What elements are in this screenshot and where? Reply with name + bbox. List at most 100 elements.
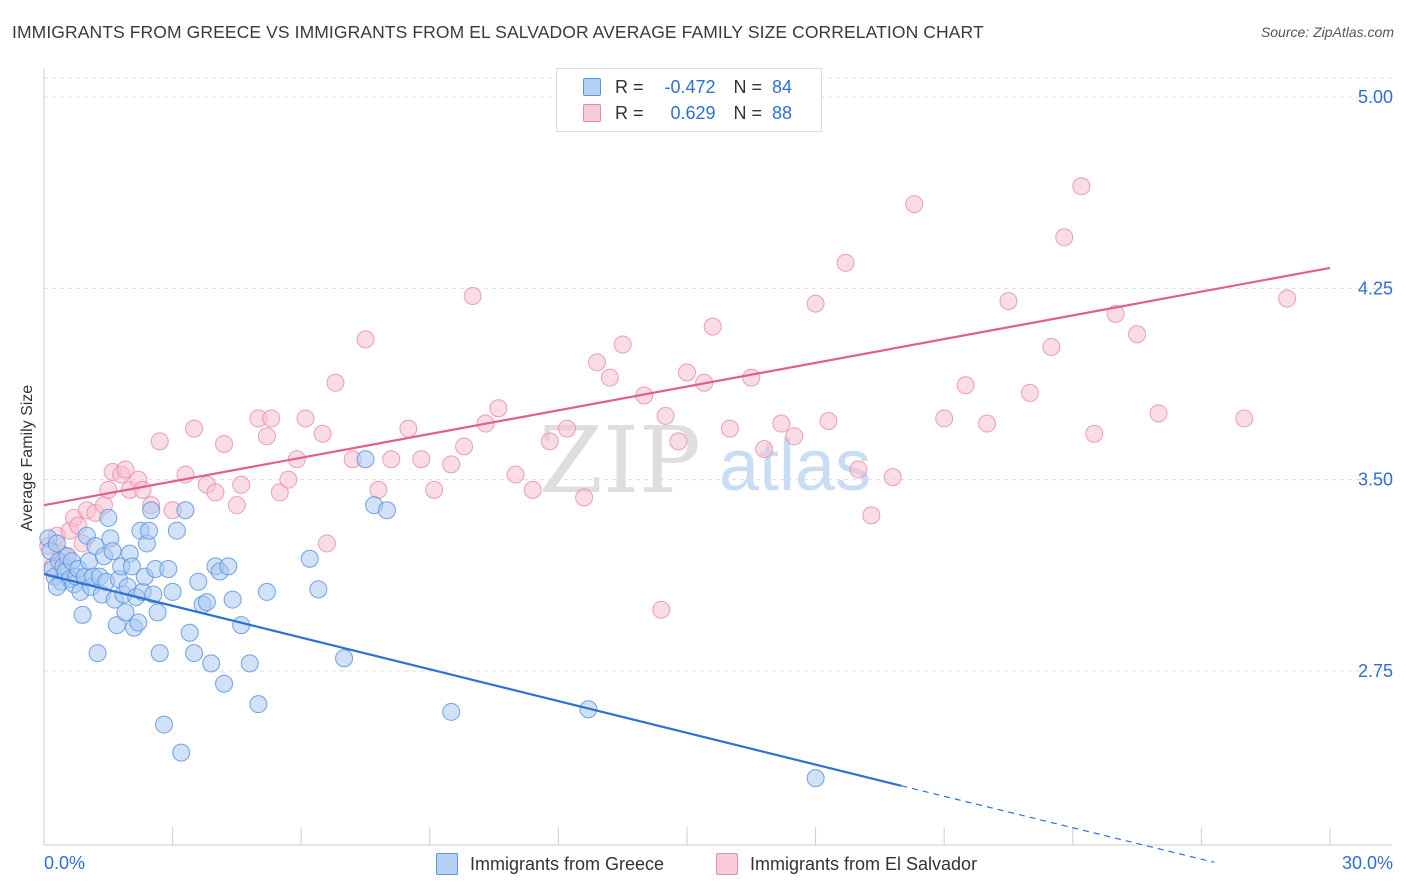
point-greece [215,674,234,693]
point-el-salvador [575,488,594,507]
point-el-salvador [215,434,234,453]
point-greece [103,542,122,561]
point-greece [356,450,375,469]
point-el-salvador [270,483,289,502]
point-greece [159,559,178,578]
legend-n-value-greece: 84 [772,76,793,97]
point-greece [163,582,182,601]
point-el-salvador [262,409,281,428]
bottom-legend-label-greece: Immigrants from Greece [470,853,665,874]
point-greece [442,702,461,721]
point-el-salvador [399,419,418,438]
point-el-salvador [150,432,169,451]
point-el-salvador [1149,404,1168,423]
point-el-salvador [1042,338,1061,357]
trend-line-el-salvador [43,266,1331,507]
point-el-salvador [806,294,825,313]
point-el-salvador [425,480,444,499]
point-el-salvador [678,363,696,382]
point-greece [377,501,396,520]
y-tick-label: 4.25 [1358,278,1393,298]
y-tick-label: 3.50 [1358,470,1393,490]
point-el-salvador [257,427,276,446]
point-el-salvador [1055,228,1074,247]
point-el-salvador [785,427,804,446]
series-greece-points [39,450,825,788]
legend-row-el-salvador: R = 0.629 N = 88 [583,102,792,124]
point-greece [129,613,148,632]
point-greece [185,644,204,663]
point-el-salvador [819,411,838,430]
point-el-salvador [999,292,1018,311]
point-greece [172,743,191,762]
point-greece [189,572,208,591]
point-el-salvador [587,353,606,372]
point-el-salvador [1085,424,1104,443]
chart-title: IMMIGRANTS FROM GREECE VS IMMIGRANTS FRO… [12,22,984,42]
point-greece [806,769,825,788]
point-el-salvador [356,330,375,349]
x-tick-label-start: 0.0% [44,853,85,873]
legend-n-label: N = [733,76,763,97]
point-greece [240,654,259,673]
legend-r-label: R = [615,102,644,123]
point-greece [80,552,99,571]
point-greece [155,715,174,734]
bottom-legend-el-salvador: Immigrants from El Salvador [716,852,977,876]
point-el-salvador [489,399,508,418]
tick-labels: 2.75 3.50 4.25 5.00 0.0% 30.0% [44,87,1393,873]
point-el-salvador [455,437,474,456]
point-el-salvador [703,317,722,336]
point-el-salvador [720,419,739,438]
legend-row-greece: R = -0.472 N = 84 [583,76,792,98]
point-greece [88,644,107,663]
point-el-salvador [227,496,246,515]
trend-lines [43,266,1331,863]
point-el-salvador [1072,177,1091,196]
point-greece [219,557,238,576]
point-greece [150,644,169,663]
legend-r-value-el-salvador: 0.629 [670,102,716,123]
point-el-salvador [296,409,315,428]
legend-n-value-el-salvador: 88 [772,102,793,123]
point-greece [99,508,118,527]
point-greece [180,623,199,642]
point-el-salvador [978,414,997,433]
point-el-salvador [382,450,401,469]
point-el-salvador [313,424,332,443]
legend-r-value-greece: -0.472 [664,76,716,97]
point-el-salvador [99,480,118,499]
source-label: Source: ZipAtlas.com [1260,24,1394,40]
point-el-salvador [600,368,619,387]
point-el-salvador [652,600,671,619]
point-greece [309,580,328,599]
point-greece [300,549,319,568]
legend-box: R = -0.472 N = 84 R = 0.629 N = 88 [556,68,822,132]
point-greece [142,501,161,520]
point-greece [140,521,159,540]
point-el-salvador [905,195,924,214]
legend-r-label: R = [615,76,644,97]
point-greece [223,590,242,609]
point-el-salvador [1278,289,1297,308]
point-el-salvador [369,480,388,499]
point-el-salvador [279,470,298,489]
trend-line-greece-extension [901,785,1215,863]
point-el-salvador [116,460,135,479]
point-greece [47,534,66,553]
point-greece [73,605,92,624]
point-el-salvador [862,506,881,525]
x-tick-label-end: 30.0% [1342,853,1393,873]
bottom-legend-swatch-greece [436,853,458,875]
point-greece [144,585,163,604]
point-el-salvador [317,534,336,553]
axes [43,68,1392,846]
point-greece [122,557,141,576]
point-el-salvador [1128,325,1147,344]
bottom-legend-greece: Immigrants from Greece [436,852,664,876]
trend-line-greece [43,572,902,787]
point-el-salvador [557,419,576,438]
gridlines [44,77,1392,672]
point-el-salvador [1106,304,1125,323]
y-tick-label: 5.00 [1358,87,1393,107]
